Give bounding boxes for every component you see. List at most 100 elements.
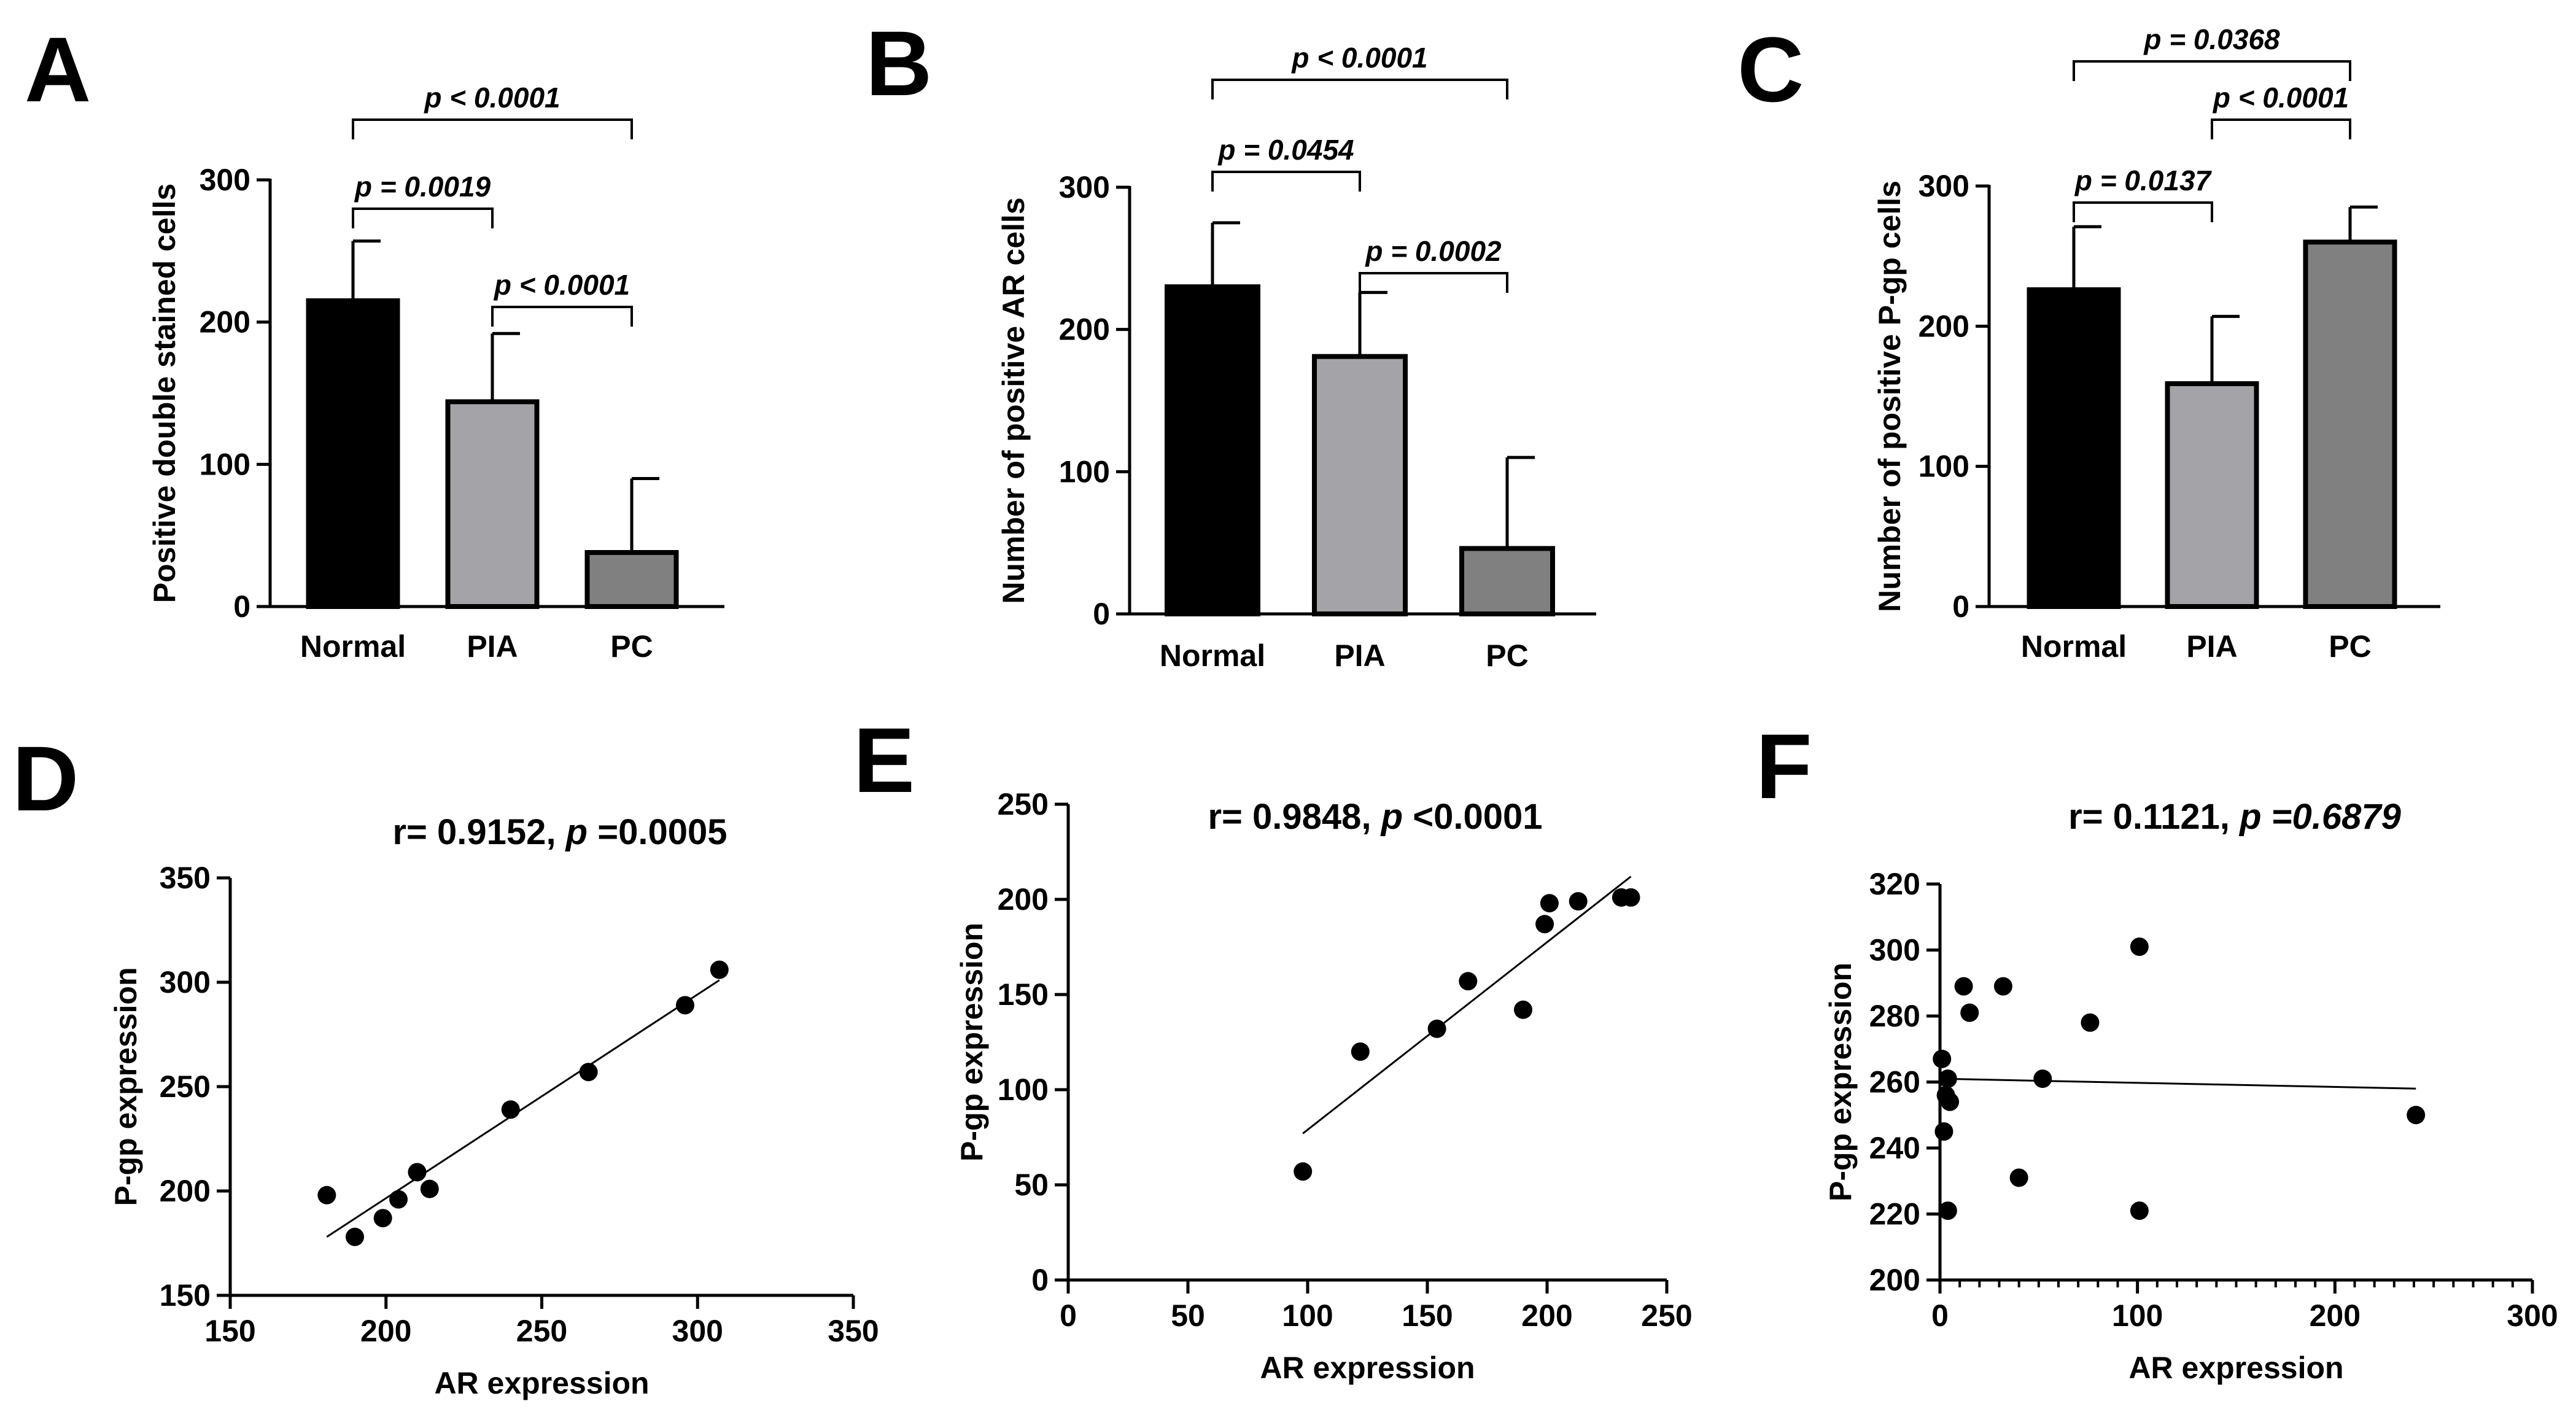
category-label: Normal [300,629,406,664]
x-axis-label: AR expression [1260,1351,1475,1385]
y-tick-label: 200 [1869,1263,1920,1297]
significance-bracket [352,118,633,139]
data-point [2130,937,2149,956]
y-tick-label: 0 [1093,597,1110,631]
data-point [2407,1106,2426,1125]
data-point [2081,1013,2100,1032]
y-tick-label: 260 [1869,1065,1920,1100]
y-tick-label: 250 [998,787,1049,821]
panel-letter-b: B [866,12,932,115]
regression-line [1302,875,1632,1135]
significance-bracket [2073,201,2213,222]
category-label: PC [1486,638,1528,673]
y-tick-label: 150 [998,977,1049,1012]
y-tick-label: 0 [1952,589,1969,624]
panel-letter-a: A [25,18,91,121]
y-tick-label: 300 [200,163,250,197]
y-tick-label: 50 [1014,1168,1049,1202]
chart-title: r= 0.9848, p <0.0001 [1208,797,1542,837]
data-point [579,1063,598,1082]
chart-title-part: p [2238,797,2261,837]
data-point [408,1163,427,1182]
y-tick-label: 0 [233,589,250,624]
data-point [1569,892,1588,911]
x-tick-label: 200 [360,1314,411,1348]
data-point [1933,1049,1952,1068]
data-point [1938,1069,1957,1088]
y-tick-label: 220 [1869,1197,1920,1232]
data-point [1427,1019,1446,1038]
bar-pc [584,549,679,610]
data-point [317,1185,336,1204]
x-tick-label: 350 [828,1314,879,1348]
bar-pia [445,399,540,610]
x-tick-label: 200 [1521,1298,1572,1333]
category-label: PIA [2186,629,2237,664]
significance-label: p < 0.0001 [2212,82,2349,114]
category-label: PIA [1334,638,1385,673]
bar-normal [306,298,400,609]
data-point [501,1100,520,1119]
x-tick-label: 150 [204,1314,255,1348]
chart-title: r= 0.9152, p =0.0005 [392,812,727,852]
y-tick-label: 280 [1869,999,1920,1033]
x-tick-label: 300 [672,1314,723,1348]
data-point [346,1227,364,1246]
chart-title-part: p [565,812,588,852]
chart-title-part: =0.6879 [2262,797,2401,837]
category-label: Normal [2021,629,2127,664]
chart-title-part: <0.0001 [1403,797,1542,837]
category-label: PC [2329,629,2371,664]
data-point [1540,894,1559,913]
x-tick-label: 0 [1060,1298,1077,1333]
y-tick-label: 300 [1869,933,1920,968]
y-tick-label: 100 [200,447,250,481]
y-tick-label: 240 [1869,1131,1920,1165]
x-tick-label: 150 [1402,1298,1453,1333]
chart-title-part: r= 0.1121, [2068,797,2240,837]
y-tick-label: 150 [160,1278,211,1313]
data-point [710,960,729,979]
panel-letter-e: E [853,708,915,812]
significance-label: p < 0.0001 [493,269,630,301]
y-tick-label: 250 [160,1069,211,1104]
y-tick-label: 200 [200,305,250,339]
significance-label: p = 0.0002 [1364,235,1502,267]
x-tick-label: 100 [1282,1298,1333,1333]
y-tick-label: 300 [1918,169,1969,203]
y-axis-label: P-gp expression [1823,963,1858,1201]
category-label: PIA [467,629,518,664]
data-point [2130,1201,2149,1220]
y-tick-label: 0 [1031,1263,1049,1297]
data-point [1934,1122,1953,1141]
chart-panel-e: r= 0.9848, p <0.0001 0 50 100 150 200 250 0 50 10… [955,787,1693,1385]
y-axis-label: Positive double stained cells [147,184,182,603]
x-tick-label: 250 [1641,1298,1692,1333]
y-tick-label: 100 [1918,449,1969,484]
y-tick-label: 320 [1869,867,1920,901]
x-tick-label: 250 [516,1314,567,1348]
data-point [1960,1003,1979,1022]
chart-panel-a: 0 100 200 300 Positive double stained cells N… [147,82,724,664]
significance-label: p = 0.0368 [2143,23,2280,55]
data-point [1459,972,1478,991]
y-tick-label: 300 [160,965,211,999]
regression-line [326,979,720,1238]
data-point [675,996,694,1015]
category-label: PC [610,629,653,664]
x-tick-label: 300 [2507,1298,2558,1333]
x-tick-label: 50 [1171,1298,1205,1333]
significance-label: p < 0.0001 [1290,42,1427,74]
x-axis-label: AR expression [2128,1351,2343,1385]
y-axis-label: P-gp expression [955,923,989,1162]
significance-label: p = 0.0454 [1217,134,1354,166]
y-tick-label: 350 [160,861,211,895]
data-point [420,1179,439,1198]
y-axis-label: P-gp expression [109,968,143,1206]
significance-bracket [491,306,633,327]
significance-bracket [2073,60,2351,81]
y-axis-label: Number of positive AR cells [996,197,1031,603]
chart-title-part: p [1380,797,1403,837]
data-point [1514,1000,1532,1019]
